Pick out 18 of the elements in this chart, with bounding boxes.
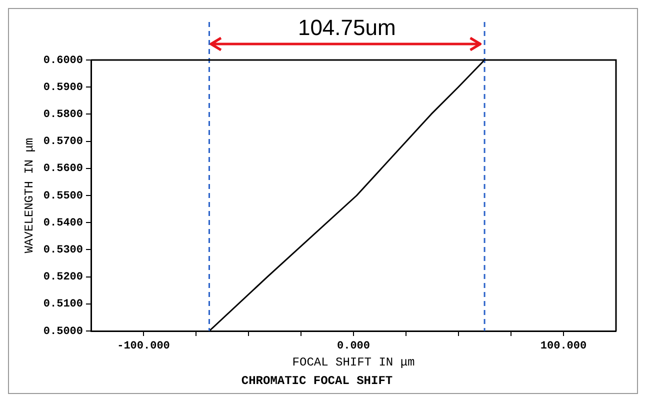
x-tick-label: 0.000 [336,340,370,352]
y-tick-label: 0.5800 [43,108,84,121]
y-tick-label: 0.5300 [43,244,84,256]
y-tick-label: 0.5500 [43,190,84,202]
x-axis-title: FOCAL SHIFT IN μm [292,356,415,370]
text: CHROMATIC FOCAL SHIFT [241,374,393,388]
y-tick-label: 0.5000 [43,326,84,338]
y-tick-label: 0.5100 [43,298,84,311]
y-tick-label: 0.5400 [43,217,84,230]
y-tick-label: 0.5600 [43,163,84,176]
text: 104.75um [298,15,396,40]
x-tick-label: 100.000 [540,340,587,352]
x-tick-label: -100.000 [117,340,170,352]
y-tick-label: 0.5700 [43,136,84,148]
y-axis-title: WAVELENGTH IN μm [22,138,36,254]
y-tick-label: 0.6000 [43,54,84,67]
y-tick-label: 0.5200 [43,272,84,284]
y-tick-label: 0.5900 [43,82,84,94]
